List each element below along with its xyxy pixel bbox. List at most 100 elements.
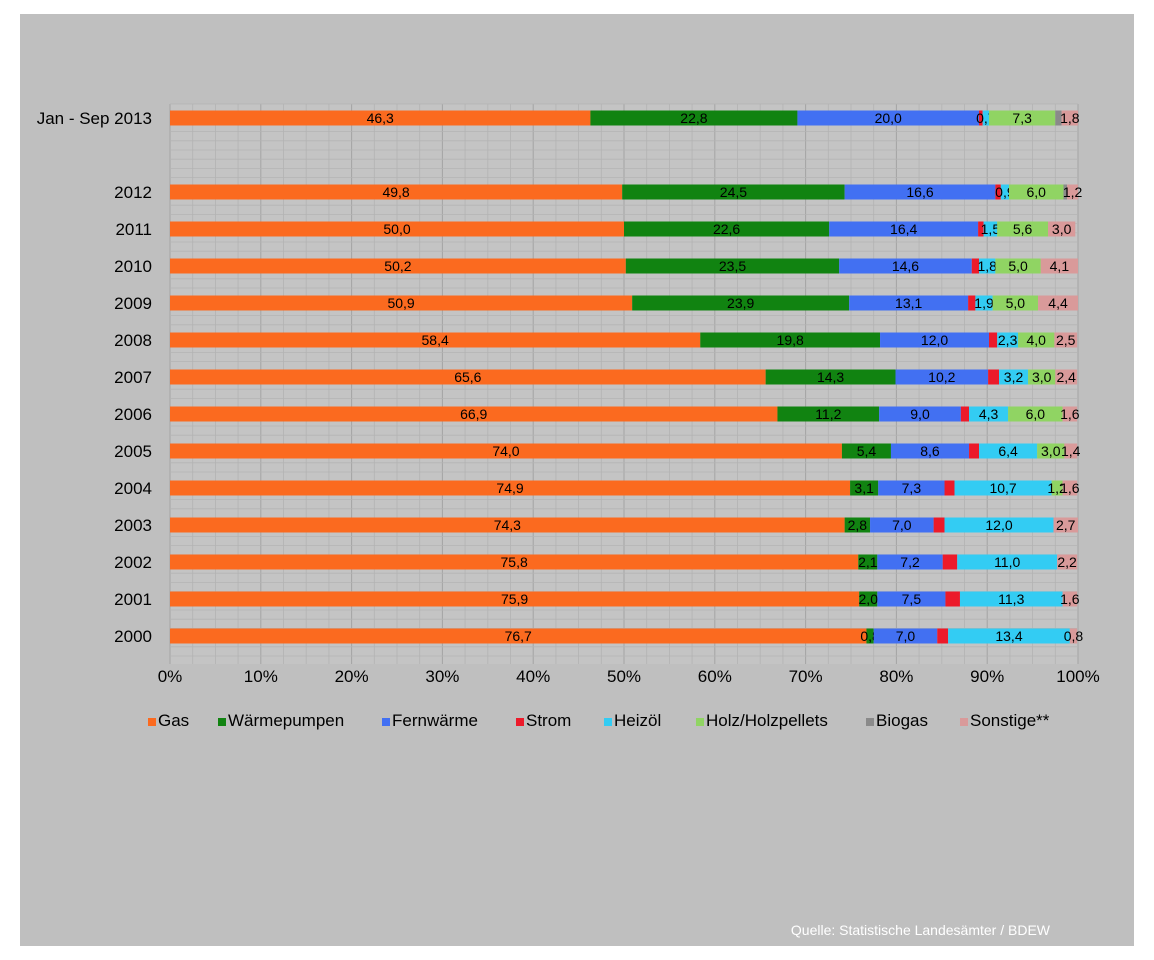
- data-label: 74,3: [494, 517, 521, 533]
- bar-segment: [1055, 369, 1078, 385]
- data-label: 2,2: [1057, 554, 1077, 570]
- data-label: 50,9: [387, 295, 414, 311]
- legend-swatch: [604, 718, 612, 726]
- x-tick-label: 80%: [879, 667, 913, 686]
- legend-swatch: [960, 718, 968, 726]
- bar-segment: [849, 295, 969, 311]
- x-tick-label: 0%: [158, 667, 183, 686]
- bar-segment: [954, 480, 1052, 496]
- data-label: 49,8: [382, 184, 409, 200]
- bar-segment: [877, 554, 943, 570]
- data-label: 10,7: [989, 480, 1016, 496]
- data-label: 50,0: [383, 221, 410, 237]
- bar-segment: [170, 591, 860, 607]
- data-label: 6,4: [998, 443, 1018, 459]
- data-label: 75,8: [501, 554, 528, 570]
- bar-segment: [982, 110, 990, 126]
- data-label: 50,2: [384, 258, 411, 274]
- bar-segment: [700, 332, 881, 348]
- bar-segment: [1067, 184, 1078, 200]
- data-label: 19,8: [777, 332, 804, 348]
- bar-segment: [933, 517, 945, 533]
- data-label: 1,6: [1060, 406, 1080, 422]
- bar-segment: [975, 295, 993, 311]
- bar-segment: [960, 406, 970, 422]
- bar-segment: [170, 110, 591, 126]
- legend-label: Strom: [526, 711, 571, 730]
- bar-segment: [1040, 258, 1078, 274]
- bar-segment: [995, 184, 1001, 200]
- bar-segment: [944, 517, 1054, 533]
- bar-segment: [1028, 369, 1056, 385]
- data-label: 11,2: [815, 406, 841, 422]
- bar-segment: [170, 628, 867, 644]
- data-label: 1,2: [1063, 184, 1083, 200]
- legend-label: Sonstige**: [970, 711, 1050, 730]
- data-label: 2,8: [848, 517, 868, 533]
- bar-segment: [844, 517, 871, 533]
- bar-segment: [850, 480, 879, 496]
- bar-segment: [1069, 628, 1078, 644]
- bar-segment: [1061, 110, 1078, 126]
- bar-segment: [170, 295, 633, 311]
- category-label: 2009: [114, 294, 152, 313]
- bar-segment: [622, 184, 845, 200]
- bar-segment: [841, 443, 891, 459]
- data-label: 3,0: [1041, 443, 1061, 459]
- bar-segment: [878, 480, 945, 496]
- data-label: 1,5: [981, 221, 1001, 237]
- bar-segment: [1053, 517, 1078, 533]
- data-label: 7,2: [900, 554, 920, 570]
- data-label: 1,6: [1060, 591, 1080, 607]
- bar-segment: [170, 443, 842, 459]
- x-tick-label: 50%: [607, 667, 641, 686]
- data-label: 1,8: [977, 258, 997, 274]
- bar-segment: [170, 554, 859, 570]
- legend-swatch: [516, 718, 524, 726]
- bar-segment: [944, 480, 955, 496]
- bar-segment: [170, 258, 626, 274]
- x-tick-label: 20%: [335, 667, 369, 686]
- data-label: 7,0: [896, 628, 916, 644]
- x-tick-label: 90%: [970, 667, 1004, 686]
- data-label: 3,0: [1032, 369, 1052, 385]
- bar-segment: [979, 443, 1038, 459]
- bar-segment: [877, 591, 946, 607]
- data-label: 16,6: [906, 184, 933, 200]
- category-label: 2000: [114, 627, 152, 646]
- data-label: 3,0: [1052, 221, 1072, 237]
- data-label: 65,6: [454, 369, 481, 385]
- x-tick-label: 70%: [789, 667, 823, 686]
- data-label: 7,3: [1012, 110, 1032, 126]
- bar-segment: [948, 628, 1070, 644]
- data-label: 1,8: [1060, 110, 1080, 126]
- data-label: 11,0: [994, 554, 1020, 570]
- data-label: 3,1: [854, 480, 874, 496]
- bar-segment: [895, 369, 989, 385]
- bar-segment: [170, 332, 701, 348]
- category-label: 2004: [114, 479, 152, 498]
- category-label: Jan - Sep 2013: [37, 109, 152, 128]
- bar-segment: [1063, 184, 1068, 200]
- bar-segment: [969, 406, 1009, 422]
- legend-swatch: [696, 718, 704, 726]
- data-label: 2,0: [859, 591, 879, 607]
- bar-segment: [995, 258, 1041, 274]
- x-tick-label: 30%: [425, 667, 459, 686]
- legend-label: Fernwärme: [392, 711, 478, 730]
- bar-segment: [1008, 184, 1064, 200]
- legend-label: Heizöl: [614, 711, 661, 730]
- legend-label: Biogas: [876, 711, 928, 730]
- data-label: 74,0: [492, 443, 519, 459]
- bar-segment: [1062, 406, 1078, 422]
- bar-segment: [937, 628, 949, 644]
- x-tick-label: 60%: [698, 667, 732, 686]
- bar-segment: [170, 369, 766, 385]
- data-label: 13,1: [895, 295, 922, 311]
- legend-swatch: [866, 718, 874, 726]
- bar-segment: [866, 628, 874, 644]
- data-label: 74,9: [496, 480, 523, 496]
- data-label: 75,9: [501, 591, 528, 607]
- data-label: 76,7: [505, 628, 532, 644]
- data-label: 2,5: [1056, 332, 1076, 348]
